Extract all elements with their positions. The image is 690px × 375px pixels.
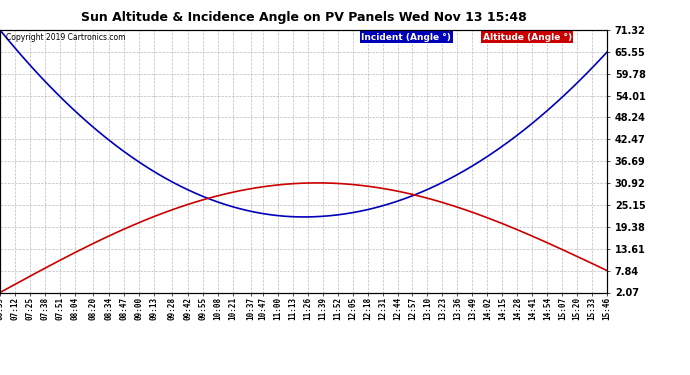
Text: Copyright 2019 Cartronics.com: Copyright 2019 Cartronics.com <box>6 33 126 42</box>
Text: Altitude (Angle °): Altitude (Angle °) <box>483 33 572 42</box>
Text: Incident (Angle °): Incident (Angle °) <box>362 33 451 42</box>
Text: Sun Altitude & Incidence Angle on PV Panels Wed Nov 13 15:48: Sun Altitude & Incidence Angle on PV Pan… <box>81 11 526 24</box>
